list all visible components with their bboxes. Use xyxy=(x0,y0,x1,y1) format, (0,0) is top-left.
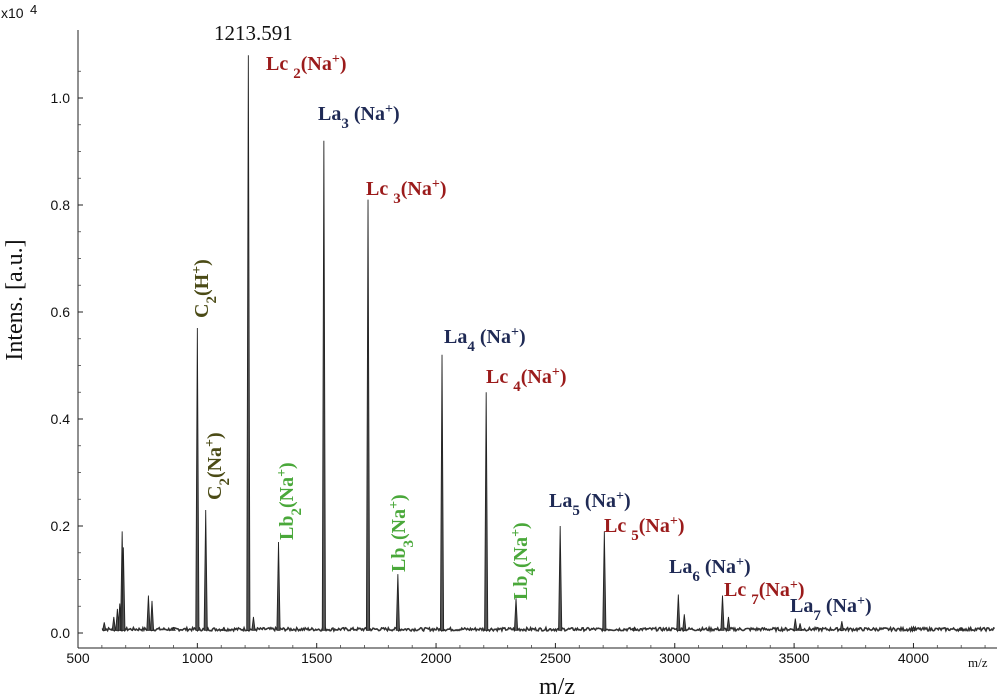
annotation-la3: La3 (Na+) xyxy=(318,102,400,133)
x-tick-label: 1000 xyxy=(182,650,213,666)
spectrum-peak xyxy=(439,354,445,631)
annotation-la4: La4 (Na+) xyxy=(444,325,526,356)
spectrum-peak xyxy=(631,626,637,631)
annotation-c2h: C2(H+) xyxy=(190,259,221,318)
annotation-lc2: Lc 2(Na+) xyxy=(266,52,346,83)
spectrum-peak xyxy=(797,623,803,631)
x-tick-label: 3000 xyxy=(659,650,690,666)
spectrum-peak xyxy=(958,628,964,631)
annotation-lb3: Lb3(Na+) xyxy=(387,494,418,572)
x-tick-label: 3500 xyxy=(779,650,810,666)
x-tick-label: 2500 xyxy=(540,650,571,666)
y-multiplier-label: x10 xyxy=(1,5,24,21)
annotation-lb4: Lb4(Na+) xyxy=(509,522,540,600)
y-tick-label: 0.4 xyxy=(51,411,71,427)
spectrum-peak xyxy=(276,542,281,631)
spectrum-trace xyxy=(101,55,996,634)
x-tick-label: 1500 xyxy=(301,650,332,666)
spectrum-peak xyxy=(221,626,227,631)
y-tick-label: 0.2 xyxy=(51,518,71,534)
annotation-la7: La7 (Na+) xyxy=(790,594,872,625)
annotations: C2(H+) C2(Na+) Lc 2(Na+) Lb2(Na+) La3 (Na+) L… xyxy=(190,52,872,625)
spectrum-peak xyxy=(682,614,687,631)
spectrum-peak xyxy=(484,392,489,631)
y-axis-title: Intens. [a.u.] xyxy=(2,239,28,360)
spectrum-peak xyxy=(111,616,116,631)
annotation-la5: La5 (Na+) xyxy=(549,489,631,520)
y-multiplier-exponent: 4 xyxy=(30,2,37,17)
spectrum-peak xyxy=(720,595,725,631)
y-tick-label: 1.0 xyxy=(51,90,71,106)
spectrum-peak xyxy=(146,595,151,631)
x-tick-label: 2000 xyxy=(420,650,451,666)
spectrum-peak xyxy=(149,600,155,631)
spectrum-peak xyxy=(558,525,563,631)
x-axis-title: m/z xyxy=(539,674,575,697)
y-tick-label: 0.8 xyxy=(51,197,71,213)
axes: 500 1000 1500 2000 2500 3000 3500 4000 0.0 0.2 0.4… xyxy=(51,30,997,666)
y-tick-label: 0.0 xyxy=(51,625,71,641)
annotation-lc7: Lc 7(Na+) xyxy=(724,578,804,609)
spectrum-peak xyxy=(365,199,371,631)
spectrum-peak xyxy=(251,616,256,631)
spectrum-peak xyxy=(102,622,107,631)
x-tick-label: 500 xyxy=(66,650,90,666)
peak-value-label: 1213.591 xyxy=(214,21,293,45)
spectrum-peak xyxy=(395,574,400,631)
annotation-la6: La6 (Na+) xyxy=(669,555,751,586)
x-axis-unit: m/z xyxy=(968,655,988,670)
spectrum-peak xyxy=(602,531,607,631)
spectrum-peak xyxy=(513,598,519,631)
spectrum-peak xyxy=(203,509,208,631)
spectrum-peak xyxy=(246,55,251,631)
annotation-lc5: Lc 5(Na+) xyxy=(604,514,684,545)
spectrum-baseline xyxy=(101,625,996,634)
spectrum-peak xyxy=(121,547,126,631)
spectrum-peak xyxy=(726,616,731,631)
annotation-lc3: Lc 3(Na+) xyxy=(366,177,446,208)
y-tick-label: 0.6 xyxy=(51,304,71,320)
annotation-lb2: Lb2(Na+) xyxy=(275,462,306,540)
spectrum-peak xyxy=(793,618,798,631)
spectrum-peak xyxy=(171,626,176,631)
spectrum-peak xyxy=(676,594,681,631)
x-tick-label: 4000 xyxy=(898,650,929,666)
spectrum-peak xyxy=(911,625,916,631)
spectrum-peak xyxy=(195,328,200,631)
annotation-c2na: C2(Na+) xyxy=(203,432,234,500)
spectrum-peak xyxy=(839,621,844,631)
annotation-lc4: Lc 4(Na+) xyxy=(486,365,566,396)
spectrum-peak xyxy=(321,140,326,631)
